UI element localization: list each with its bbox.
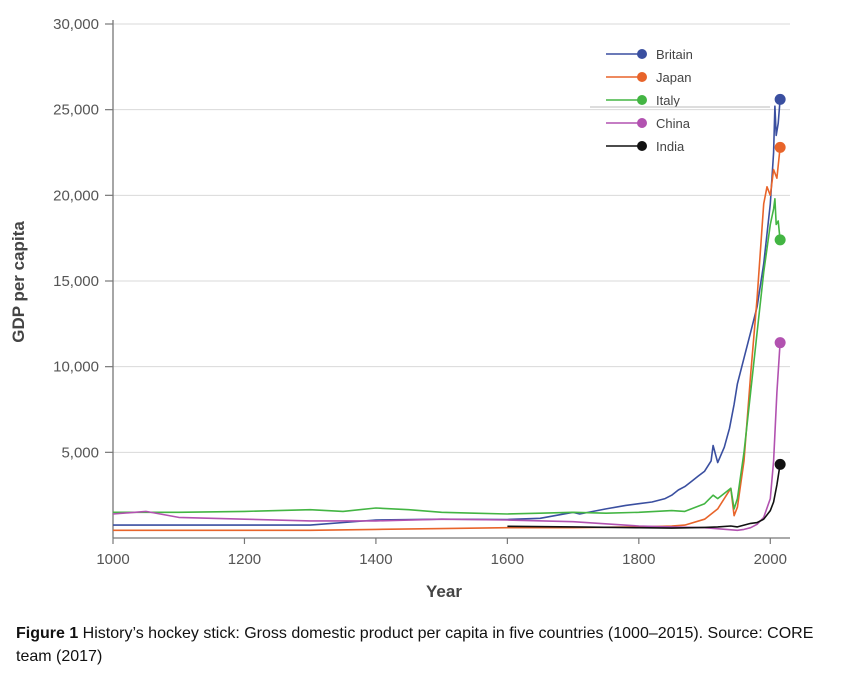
y-tick-label: 10,000 — [53, 359, 99, 376]
y-tick-label: 20,000 — [53, 187, 99, 204]
series-line-japan — [113, 147, 781, 532]
x-tick-label: 1000 — [96, 551, 129, 568]
series-line-china — [112, 342, 781, 532]
legend-marker-britain — [637, 49, 647, 59]
legend-marker-italy — [637, 95, 647, 105]
y-tick-label: 30,000 — [53, 16, 99, 33]
series-line-britain — [113, 99, 781, 526]
axes — [112, 20, 790, 539]
y-tick-label: 25,000 — [53, 102, 99, 119]
grid-lines — [113, 23, 790, 453]
x-axis-ticks: 1000 1200 1400 1600 1800 2000 — [96, 538, 787, 568]
legend-label-italy: Italy — [656, 93, 680, 108]
legend-label-britain: Britain — [656, 47, 693, 62]
series-line-italy — [113, 198, 781, 515]
series-lines — [112, 99, 781, 532]
end-marker-china — [774, 337, 786, 349]
y-tick-label: 5,000 — [61, 444, 99, 461]
x-tick-label: 1200 — [228, 551, 261, 568]
legend: Britain Japan Italy China India — [590, 47, 770, 154]
end-marker-japan — [774, 141, 786, 153]
y-tick-label: 15,000 — [53, 273, 99, 290]
legend-label-japan: Japan — [656, 70, 691, 85]
legend-marker-japan — [637, 72, 647, 82]
x-tick-label: 2000 — [754, 551, 787, 568]
x-tick-label: 1400 — [359, 551, 392, 568]
y-axis-title: GDP per capita — [9, 221, 28, 343]
figure-caption-label: Figure 1 — [16, 625, 79, 642]
series-line-india — [507, 464, 781, 529]
figure-caption-text: History’s hockey stick: Gross domestic p… — [16, 625, 814, 665]
chart: 5,000 10,000 15,000 20,000 25,000 30,000 1000… — [9, 16, 790, 601]
series-end-markers — [774, 93, 786, 470]
x-tick-label: 1600 — [491, 551, 524, 568]
end-marker-britain — [774, 93, 786, 105]
x-tick-label: 1800 — [622, 551, 655, 568]
legend-label-china: China — [656, 116, 691, 131]
legend-label-india: India — [656, 139, 685, 154]
y-axis-ticks: 5,000 10,000 15,000 20,000 25,000 30,000 — [53, 16, 113, 461]
figure-caption: Figure 1 History’s hockey stick: Gross d… — [16, 622, 816, 668]
end-marker-india — [774, 458, 786, 470]
end-marker-italy — [774, 234, 786, 246]
legend-marker-india — [637, 141, 647, 151]
x-axis-title: Year — [426, 582, 462, 601]
legend-marker-china — [637, 118, 647, 128]
